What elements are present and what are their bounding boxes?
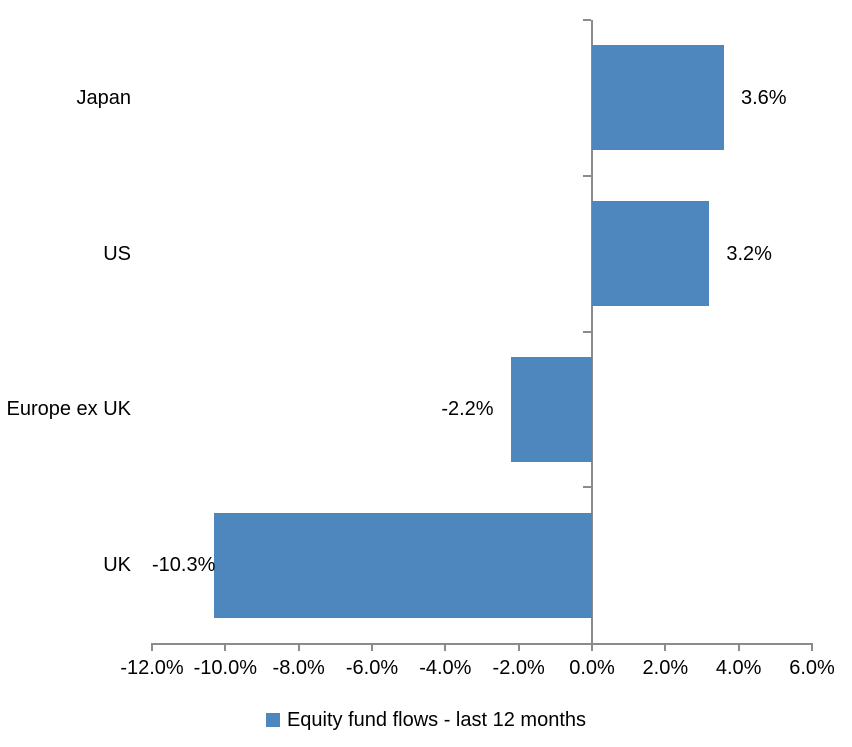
- data-label: 3.2%: [726, 242, 772, 265]
- y-axis-tick: [583, 330, 591, 333]
- x-axis-tick: [664, 644, 667, 651]
- x-tick-label: -12.0%: [120, 657, 184, 679]
- x-axis-tick: [151, 644, 153, 651]
- bar-japan: [592, 45, 724, 151]
- bar-europe-ex-uk: [511, 356, 592, 462]
- x-tick-label: -10.0%: [193, 657, 258, 679]
- legend-swatch-icon: [265, 713, 280, 727]
- bar-us: [592, 201, 710, 307]
- x-axis-tick: [517, 644, 520, 651]
- x-axis-tick: [811, 644, 813, 651]
- x-tick-label: 0.0%: [569, 657, 615, 679]
- x-tick-label: -4.0%: [419, 657, 472, 679]
- x-tick-label: 2.0%: [642, 657, 689, 679]
- x-axis-tick: [737, 644, 740, 651]
- x-axis-tick: [444, 644, 447, 651]
- x-axis-tick: [371, 644, 373, 651]
- x-tick-label: 4.0%: [715, 657, 762, 679]
- x-axis-tick: [591, 644, 593, 651]
- x-axis-line: [151, 643, 813, 645]
- legend-label: Equity fund flows - last 12 months: [286, 708, 587, 731]
- x-tick-label: -6.0%: [345, 657, 399, 679]
- data-label: -10.3%: [152, 554, 216, 577]
- y-axis-tick: [583, 486, 591, 489]
- x-tick-label: -8.0%: [272, 657, 325, 679]
- data-label: 3.6%: [741, 86, 787, 109]
- category-label: Japan: [76, 86, 132, 109]
- y-axis-line: [591, 20, 593, 643]
- x-tick-label: 6.0%: [789, 657, 835, 679]
- category-label: US: [103, 242, 131, 265]
- y-axis-tick: [583, 174, 591, 177]
- x-axis-tick: [224, 644, 227, 651]
- legend: Equity fund flows - last 12 months: [0, 705, 852, 735]
- data-label: -2.2%: [441, 398, 494, 421]
- x-axis-tick: [297, 644, 300, 651]
- y-axis-tick: [583, 19, 591, 21]
- x-tick-label: -2.0%: [492, 657, 545, 679]
- bar-uk: [214, 512, 592, 618]
- category-label: Europe ex UK: [6, 398, 131, 421]
- category-label: UK: [103, 554, 131, 577]
